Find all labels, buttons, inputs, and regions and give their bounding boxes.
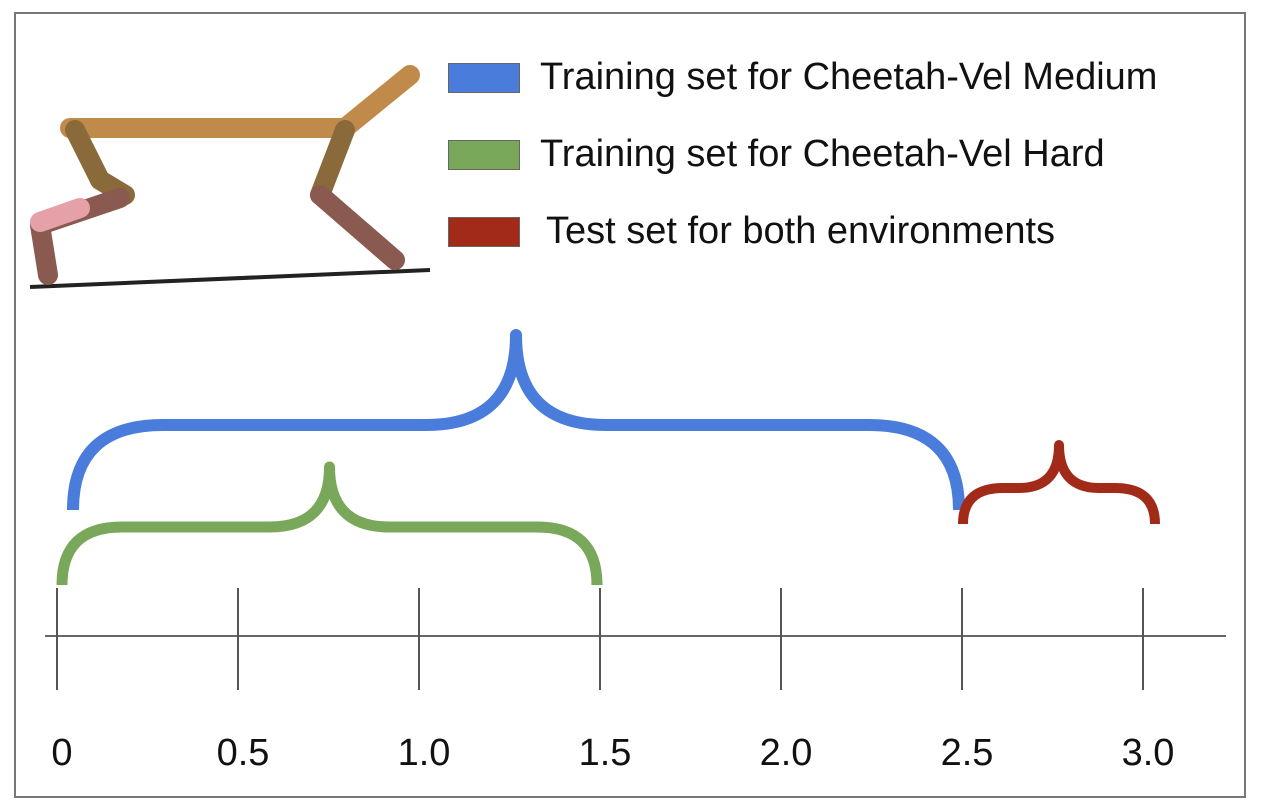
- legend-swatch-test: [448, 216, 520, 247]
- cheetah-head: [335, 65, 420, 138]
- number-axis: 0 0.5 1.0 1.5 2.0 2.5 3.0: [45, 588, 1226, 774]
- legend-label-hard: Training set for Cheetah-Vel Hard: [540, 133, 1105, 175]
- legend-item-medium: Training set for Cheetah-Vel Medium: [448, 56, 1157, 99]
- cheetah-back-shin-tip: [30, 198, 90, 232]
- legend-item-test: Test set for both environments: [448, 210, 1055, 253]
- axis-tick-label-5: 2.5: [941, 732, 994, 774]
- cheetah-front-shin: [310, 185, 405, 270]
- legend-item-hard: Training set for Cheetah-Vel Hard: [448, 133, 1105, 176]
- axis-tick-label-4: 2.0: [760, 732, 813, 774]
- legend-swatch-medium: [448, 62, 520, 93]
- axis-tick-label-3: 1.5: [579, 732, 632, 774]
- axis-tick-label-0: 0: [51, 732, 72, 774]
- legend-label-medium: Training set for Cheetah-Vel Medium: [540, 56, 1158, 98]
- cheetah-front-thigh: [310, 120, 355, 205]
- range-bracket-2: [958, 440, 1160, 525]
- legend-label-test: Test set for both environments: [546, 210, 1056, 252]
- ground-line: [29, 268, 431, 289]
- figure-frame: [14, 12, 1246, 798]
- axis-tick-label-6: 3.0: [1122, 732, 1175, 774]
- axis-tick-label-2: 1.0: [398, 732, 451, 774]
- axis-tick-label-1: 0.5: [217, 732, 270, 774]
- cheetah-back-foot: [30, 215, 58, 285]
- range-brackets: [56, 329, 1160, 586]
- legend-swatch-hard: [448, 139, 520, 170]
- cheetah-robot-illustration: [29, 65, 431, 289]
- range-bracket-1: [56, 461, 603, 586]
- range-bracket-0: [67, 329, 965, 511]
